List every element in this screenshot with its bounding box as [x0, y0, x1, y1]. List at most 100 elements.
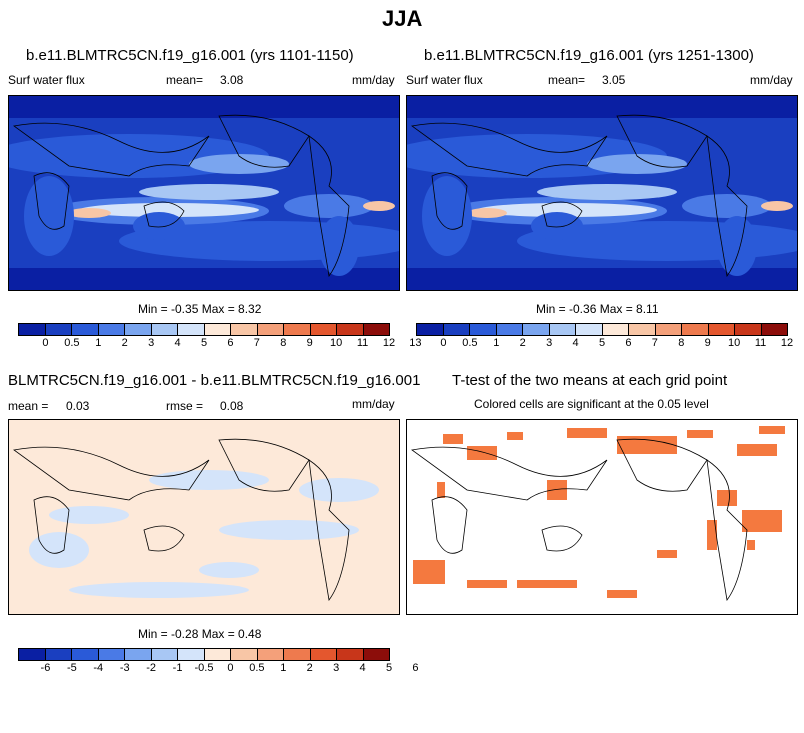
colorbar-tick-label: 9 — [306, 337, 313, 349]
colorbar-swatch — [470, 324, 497, 335]
colorbar-abs-2 — [416, 323, 788, 336]
colorbar-tick-label: 9 — [704, 337, 711, 349]
colorbar-swatch — [257, 324, 284, 335]
panel2-minmax: Min = -0.36 Max = 8.11 — [536, 302, 659, 316]
panel2-mean-label: mean= — [548, 73, 586, 87]
colorbar-swatch — [19, 324, 46, 335]
diff-title: BLMTRC5CN.f19_g16.001 - b.e11.BLMTRC5CN.… — [8, 372, 421, 389]
colorbar-swatch — [72, 649, 99, 660]
map-panel-1 — [8, 95, 400, 291]
diff-rmse-value: 0.08 — [220, 399, 244, 413]
colorbar-tick-label: 5 — [200, 337, 208, 349]
ttest-significance-field — [407, 420, 797, 614]
colorbar-swatch — [178, 324, 205, 335]
colorbar-swatch — [125, 324, 152, 335]
colorbar-tick-label: 6 — [412, 662, 419, 674]
colorbar-swatch — [310, 324, 337, 335]
colorbar-swatch — [204, 324, 231, 335]
colorbar-swatch — [98, 324, 125, 335]
colorbar-tick-label: 10 — [330, 337, 343, 349]
colorbar-tick-label: 11 — [754, 337, 767, 349]
colorbar-swatch — [19, 649, 46, 660]
colorbar-swatch — [708, 324, 735, 335]
colorbar-tick-label: 3 — [546, 337, 553, 349]
panel1-mean-value: 3.08 — [220, 73, 244, 87]
colorbar-swatch — [337, 649, 364, 660]
panel1-case-title: b.e11.BLMTRC5CN.f19_g16.001 (yrs 1101-11… — [26, 47, 354, 64]
colorbar-swatch — [735, 324, 762, 335]
ttest-subtitle: Colored cells are significant at the 0.0… — [474, 397, 709, 411]
colorbar-tick-label: 0.5 — [64, 337, 80, 349]
colorbar-tick-label: 6 — [625, 337, 632, 349]
panel2-units: mm/day — [750, 73, 793, 87]
colorbar-tick-label: -0.5 — [194, 662, 214, 674]
colorbar-tick-label: -5 — [66, 662, 77, 674]
colorbar-swatch — [310, 649, 337, 660]
colorbar-swatch — [125, 649, 152, 660]
colorbar-tick-label: 8 — [280, 337, 287, 349]
colorbar-tick-label: 0.5 — [249, 662, 265, 674]
colorbar-swatch — [284, 324, 311, 335]
colorbar-tick-label: -3 — [119, 662, 130, 674]
diff-field — [9, 420, 399, 614]
colorbar-swatch — [337, 324, 364, 335]
colorbar-tick-label: 3 — [333, 662, 340, 674]
colorbar-swatch — [602, 324, 629, 335]
colorbar-swatch — [231, 324, 258, 335]
colorbar-swatch — [178, 649, 205, 660]
colorbar-tick-label: 5 — [385, 662, 393, 674]
colorbar-tick-label: 3 — [148, 337, 155, 349]
colorbar-swatch — [257, 649, 284, 660]
diff-rmse-label: rmse = — [166, 399, 204, 413]
colorbar-tick-label: 0.5 — [462, 337, 478, 349]
panel1-variable: Surf water flux — [8, 73, 85, 87]
colorbar-swatch — [284, 649, 311, 660]
colorbar-swatch — [363, 324, 389, 335]
colorbar-diff — [18, 648, 390, 661]
figure-title: JJA — [382, 6, 423, 31]
precip-field-1 — [9, 96, 399, 290]
precip-field-2 — [407, 96, 797, 290]
colorbar-tick-label: 2 — [121, 337, 128, 349]
colorbar-tick-label: 12 — [382, 337, 396, 349]
colorbar-tick-label: 12 — [780, 337, 794, 349]
colorbar-swatch — [443, 324, 470, 335]
colorbar-tick-label: -2 — [146, 662, 157, 674]
colorbar-tick-label: 5 — [598, 337, 606, 349]
diff-minmax: Min = -0.28 Max = 0.48 — [138, 627, 262, 641]
colorbar-tick-label: 7 — [253, 337, 260, 349]
colorbar-tick-label: -4 — [93, 662, 104, 674]
colorbar-swatch — [363, 649, 389, 660]
colorbar-tick-label: 4 — [572, 337, 579, 349]
colorbar-swatch — [98, 649, 125, 660]
panel1-units: mm/day — [352, 73, 395, 87]
colorbar-tick-label: 0 — [42, 337, 49, 349]
colorbar-tick-label: 4 — [359, 662, 366, 674]
colorbar-tick-label: 1 — [95, 337, 102, 349]
map-panel-2 — [406, 95, 798, 291]
colorbar-tick-label: 10 — [728, 337, 741, 349]
colorbar-swatch — [231, 649, 258, 660]
panel1-mean-label: mean= — [166, 73, 204, 87]
colorbar-tick-label: 1 — [280, 662, 287, 674]
colorbar-swatch — [576, 324, 603, 335]
colorbar-tick-label: 6 — [227, 337, 234, 349]
colorbar-swatch — [655, 324, 682, 335]
map-panel-ttest — [406, 419, 798, 615]
colorbar-tick-label: 4 — [174, 337, 181, 349]
colorbar-swatch — [45, 649, 72, 660]
panel2-case-title: b.e11.BLMTRC5CN.f19_g16.001 (yrs 1251-13… — [424, 47, 754, 64]
colorbar-swatch — [761, 324, 787, 335]
colorbar-tick-label: -6 — [40, 662, 51, 674]
colorbar-tick-label: 0 — [440, 337, 447, 349]
panel1-minmax: Min = -0.35 Max = 8.32 — [138, 302, 262, 316]
diff-units: mm/day — [352, 397, 395, 411]
colorbar-swatch — [72, 324, 99, 335]
ttest-title: T-test of the two means at each grid poi… — [452, 372, 728, 389]
colorbar-tick-label: 13 — [409, 337, 422, 349]
colorbar-abs-1 — [18, 323, 390, 336]
colorbar-swatch — [496, 324, 523, 335]
colorbar-tick-label: 2 — [306, 662, 313, 674]
colorbar-tick-label: 1 — [493, 337, 500, 349]
colorbar-swatch — [151, 324, 178, 335]
